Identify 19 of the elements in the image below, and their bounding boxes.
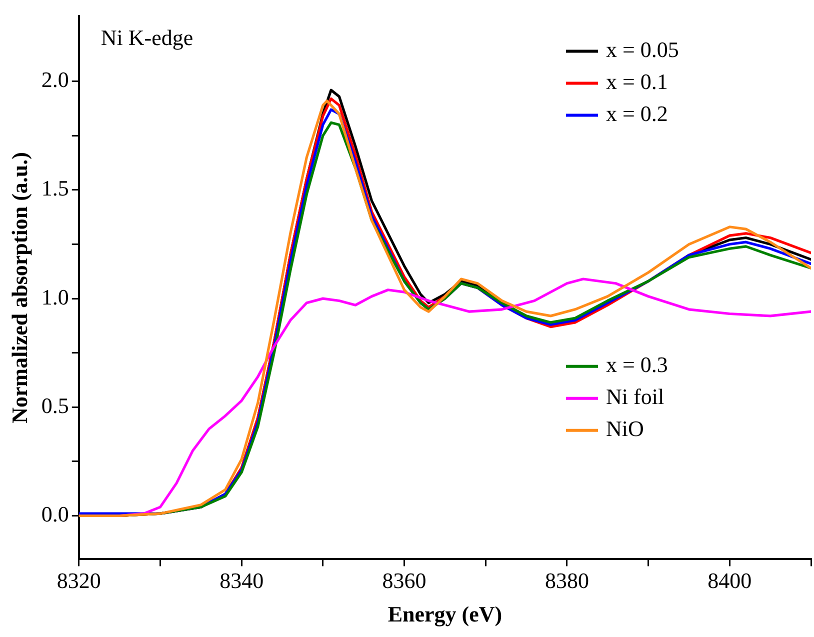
- x-axis-title: Energy (eV): [388, 601, 502, 626]
- legend-label: x = 0.2: [606, 100, 668, 126]
- legend-label: x = 0.05: [606, 36, 679, 62]
- legend-label: x = 0.3: [606, 352, 668, 378]
- legend-label: NiO: [606, 416, 644, 442]
- y-tick-label: 0.0: [41, 502, 69, 527]
- x-tick-label: 8380: [544, 568, 589, 594]
- x-tick-label: 8320: [56, 568, 101, 594]
- x-tick-label: 8400: [708, 568, 752, 594]
- x-tick-label: 8360: [382, 568, 426, 594]
- annotation: Ni K-edge: [100, 24, 194, 50]
- legend-label: x = 0.1: [606, 68, 668, 94]
- x-tick-label: 8340: [220, 568, 264, 594]
- y-tick-label: 1.5: [41, 176, 69, 201]
- y-tick-label: 1.0: [41, 284, 69, 310]
- y-axis-title: Normalized absorption (a.u.): [6, 152, 32, 424]
- legend-label: Ni foil: [606, 384, 664, 410]
- y-tick-label: 0.5: [41, 392, 69, 418]
- y-tick-label: 2.0: [41, 67, 69, 92]
